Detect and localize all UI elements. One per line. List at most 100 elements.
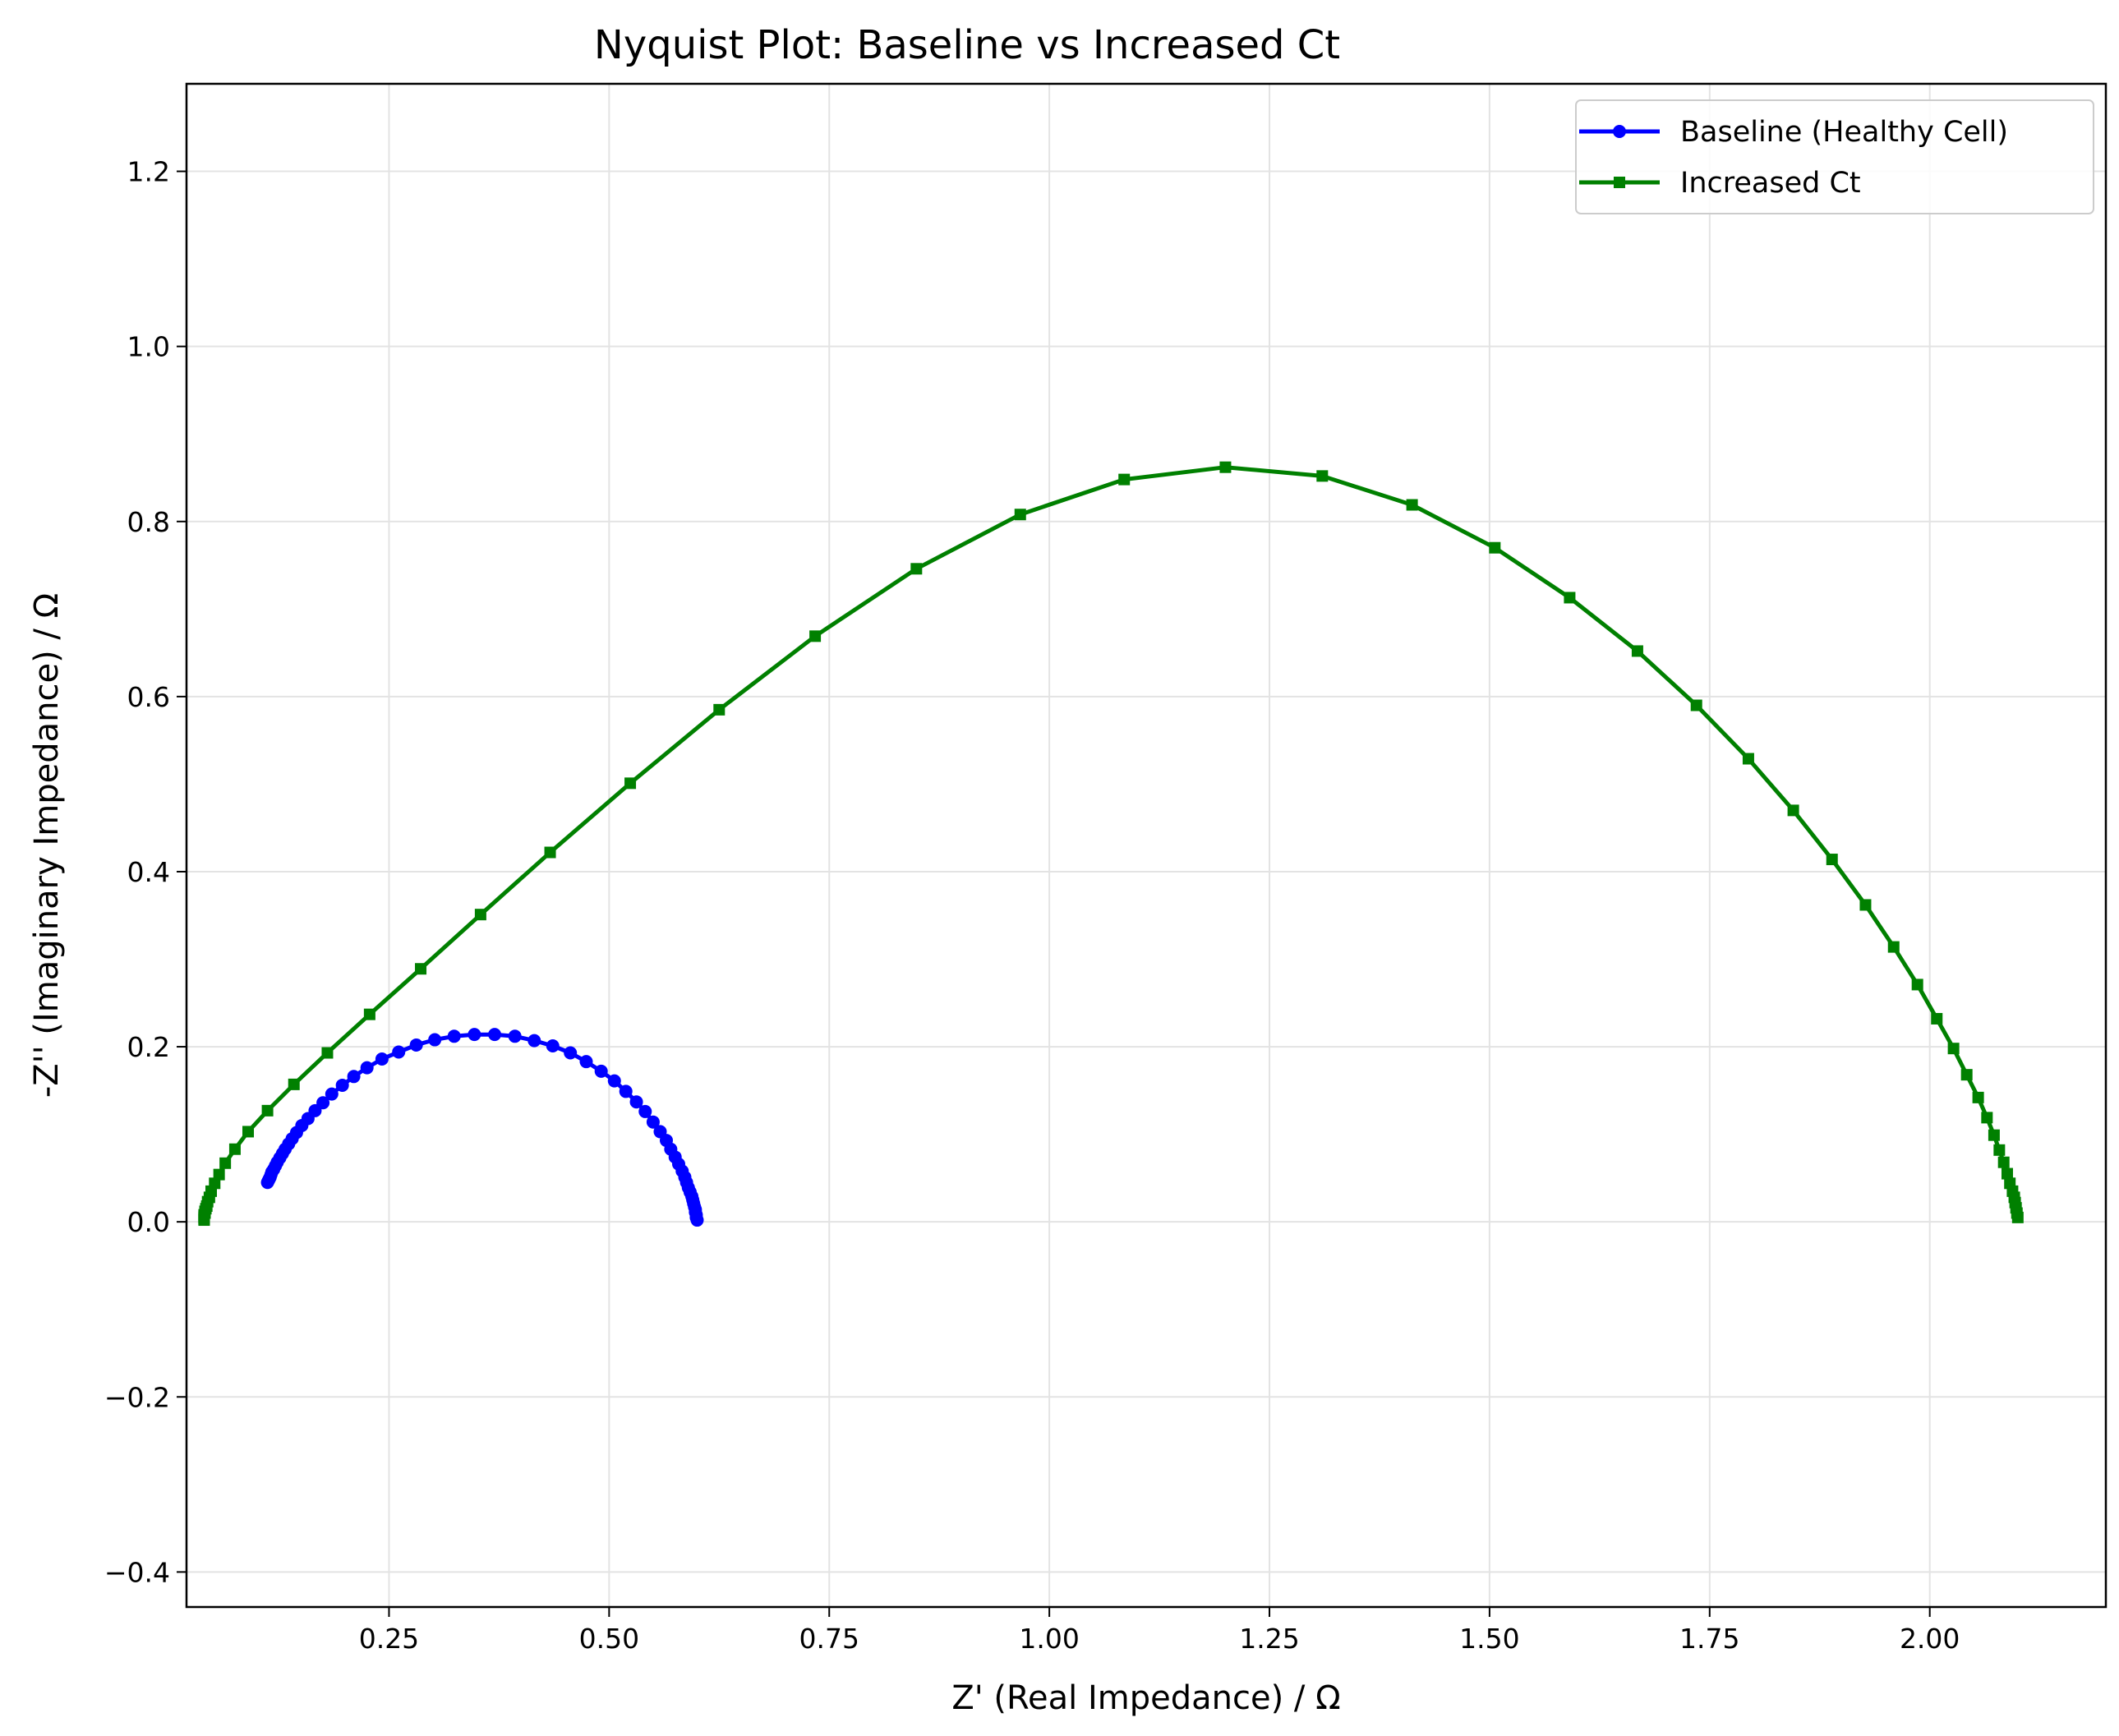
data-point <box>579 1055 593 1069</box>
data-point <box>363 1008 375 1020</box>
data-point <box>1993 1144 2006 1156</box>
data-point <box>1406 499 1418 511</box>
data-point <box>809 630 822 642</box>
data-point <box>447 1029 461 1043</box>
data-point <box>713 703 726 716</box>
data-point <box>409 1038 423 1052</box>
data-point <box>428 1033 442 1047</box>
data-point <box>544 846 556 859</box>
data-point <box>242 1126 255 1138</box>
data-point <box>1947 1043 1960 1055</box>
x-axis-title: Z' (Real Impedance) / Ω <box>951 1679 1340 1717</box>
data-point <box>468 1028 481 1042</box>
data-point <box>325 1087 339 1101</box>
data-point <box>638 1104 652 1118</box>
data-point <box>228 1143 241 1155</box>
data-point <box>607 1074 621 1088</box>
y-axis-ticks: −0.4 −0.2 0.0 0.2 0.4 0.6 0.8 1.0 1.2 <box>104 156 187 1588</box>
x-tick-label: 2.00 <box>1900 1623 1960 1655</box>
grid-lines <box>187 84 2106 1607</box>
data-point <box>594 1064 608 1078</box>
data-point <box>347 1070 361 1084</box>
x-tick-label: 1.25 <box>1239 1623 1299 1655</box>
data-point <box>260 1176 274 1190</box>
x-tick-label: 1.00 <box>1019 1623 1079 1655</box>
legend-marker-baseline-healthy-cell <box>1613 125 1626 138</box>
data-point <box>1826 854 1838 866</box>
data-point <box>1489 541 1501 554</box>
x-tick-label: 1.75 <box>1679 1623 1739 1655</box>
data-point <box>1960 1069 1973 1081</box>
legend-box <box>1575 99 2094 214</box>
data-point <box>474 909 486 921</box>
data-point <box>619 1084 633 1098</box>
data-point <box>1972 1091 1984 1103</box>
data-point <box>288 1078 300 1090</box>
y-axis-title: -Z'' (Imaginary Impedance) / Ω <box>28 593 66 1098</box>
data-point <box>564 1046 578 1060</box>
data-point <box>546 1039 560 1053</box>
data-point <box>415 963 427 975</box>
data-point <box>527 1034 541 1048</box>
data-point <box>910 563 923 575</box>
data-point <box>1690 699 1702 711</box>
data-point <box>1219 461 1232 473</box>
data-point <box>2001 1167 2013 1180</box>
data-point <box>1787 804 1799 817</box>
y-tick-label: −0.2 <box>104 1381 170 1413</box>
data-point <box>488 1028 502 1042</box>
legend: Baseline (Healthy Cell) Increased Ct <box>1575 99 2094 214</box>
data-point <box>1997 1156 2010 1168</box>
y-tick-label: 0.6 <box>127 681 170 713</box>
data-point <box>1911 979 1923 991</box>
data-point <box>1988 1129 2000 1141</box>
plot-frame <box>185 82 2107 1609</box>
x-tick-label: 0.50 <box>579 1623 639 1655</box>
data-point <box>392 1045 406 1059</box>
data-point <box>213 1168 225 1181</box>
data-point <box>198 1214 210 1227</box>
data-point <box>219 1157 232 1169</box>
x-axis-ticks: 0.25 0.50 0.75 1.00 1.25 1.50 1.75 2.00 <box>359 1607 1960 1655</box>
x-tick-label: 0.25 <box>359 1623 419 1655</box>
legend-label-baseline-healthy-cell: Baseline (Healthy Cell) <box>1680 116 2008 149</box>
data-point <box>1014 509 1026 521</box>
data-point <box>2004 1177 2016 1190</box>
y-tick-label: −0.4 <box>104 1556 170 1588</box>
data-point <box>629 1095 643 1109</box>
legend-label-increased-ct: Increased Ct <box>1680 167 1861 200</box>
data-point <box>1564 592 1576 604</box>
y-tick-label: 0.8 <box>127 506 170 538</box>
chart-title: Nyquist Plot: Baseline vs Increased Ct <box>594 22 1340 68</box>
data-point <box>508 1029 522 1043</box>
x-tick-label: 0.75 <box>799 1623 859 1655</box>
data-point <box>646 1115 660 1129</box>
data-point <box>335 1078 349 1092</box>
y-tick-label: 1.2 <box>127 156 170 188</box>
data-point <box>1859 899 1872 911</box>
data-point <box>1887 941 1900 953</box>
data-point <box>624 777 637 790</box>
y-tick-label: 1.0 <box>127 331 170 363</box>
y-tick-label: 0.2 <box>127 1031 170 1063</box>
data-point <box>261 1104 274 1117</box>
data-point <box>653 1125 667 1139</box>
data-point <box>1931 1012 1943 1025</box>
series-baseline-healthy-cell <box>260 1028 704 1227</box>
series-layer <box>198 461 2024 1227</box>
series-increased-ct <box>198 461 2024 1227</box>
data-point <box>321 1047 334 1059</box>
x-tick-label: 1.50 <box>1459 1623 1519 1655</box>
data-point <box>1316 470 1329 482</box>
data-point <box>375 1052 389 1066</box>
legend-marker-increased-ct <box>1614 177 1625 188</box>
data-point <box>1742 753 1754 765</box>
y-tick-label: 0.0 <box>127 1206 170 1238</box>
data-point <box>1118 473 1131 486</box>
data-point <box>1981 1112 1993 1124</box>
data-point <box>1631 645 1643 657</box>
y-tick-label: 0.4 <box>127 856 170 888</box>
data-point <box>360 1061 374 1075</box>
